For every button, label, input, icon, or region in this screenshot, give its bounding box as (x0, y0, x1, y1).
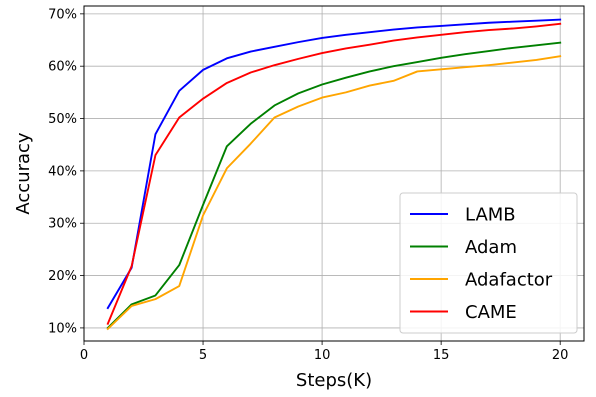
series-line-came (106, 22, 562, 325)
series-line-adafactor (106, 55, 562, 331)
y-tick-label: 60% (48, 60, 77, 75)
legend-box (399, 192, 578, 334)
plot-frame (83, 5, 585, 342)
x-tick-label: 10 (314, 348, 331, 363)
legend-label-adam: Adam (465, 237, 517, 258)
grid-layer (83, 6, 584, 341)
ticks-layer: 0 5 10 15 20 10% 20% 30% 40% 50% 60% 70% (48, 7, 568, 363)
y-tick-label: 70% (48, 7, 77, 22)
x-tick-label: 0 (80, 348, 88, 363)
y-tick-label: 40% (48, 164, 77, 179)
y-tick-label: 50% (48, 112, 77, 127)
x-tick-label: 15 (433, 348, 450, 363)
x-tick-label: 5 (199, 348, 207, 363)
series-layer (106, 18, 562, 331)
y-tick-label: 30% (48, 217, 77, 232)
series-line-adam (106, 41, 562, 330)
x-axis-label: Steps(K) (296, 370, 372, 391)
x-tick-label: 20 (552, 348, 569, 363)
legend-label-came: CAME (465, 302, 517, 323)
y-axis-label: Accuracy (13, 132, 34, 215)
legend-label-adafactor: Adafactor (465, 270, 553, 291)
y-tick-label: 10% (48, 321, 77, 336)
y-tick-label: 20% (48, 269, 77, 284)
legend: LAMB Adam Adafactor CAME (399, 192, 578, 334)
legend-label-lamb: LAMB (465, 205, 516, 226)
series-line-lamb (106, 18, 562, 310)
